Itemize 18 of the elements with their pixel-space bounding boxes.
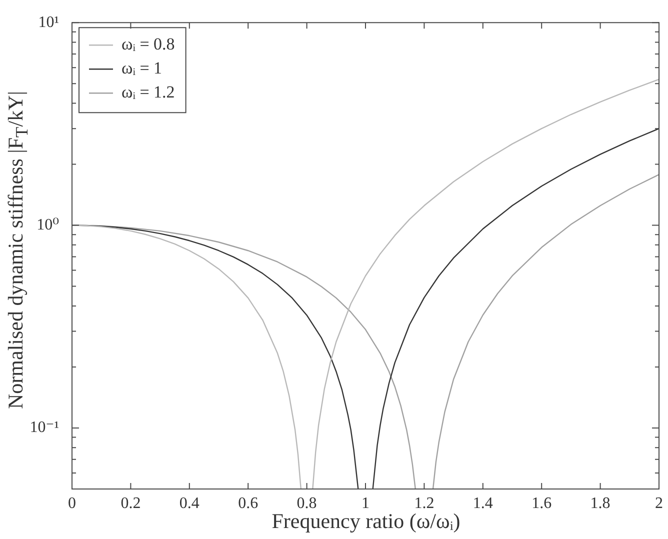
x-tick-label: 1.2	[414, 494, 434, 512]
x-tick-label: 1.8	[590, 494, 610, 512]
x-tick-label: 0.8	[296, 494, 317, 512]
x-tick-label: 1.4	[472, 494, 493, 512]
y-tick-label: 10⁰	[36, 216, 59, 234]
x-tick-label: 0.6	[238, 494, 258, 512]
y-tick-label: 10⁻¹	[30, 419, 60, 436]
x-tick-label: 1.6	[532, 494, 552, 512]
x-tick-label: 0.2	[120, 494, 141, 512]
legend-label: ωᵢ = 1.2	[122, 82, 175, 102]
x-tick-label: 1	[362, 494, 370, 512]
legend-label: ωᵢ = 0.8	[122, 34, 175, 54]
y-tick-label: 10¹	[38, 14, 60, 31]
x-axis-title: Frequency ratio (ω/ωᵢ)	[272, 509, 460, 534]
x-tick-label: 0	[68, 494, 76, 512]
x-tick-label: 2	[655, 494, 663, 512]
legend-label: ωᵢ = 1	[122, 58, 162, 78]
x-tick-label: 0.4	[179, 494, 200, 512]
